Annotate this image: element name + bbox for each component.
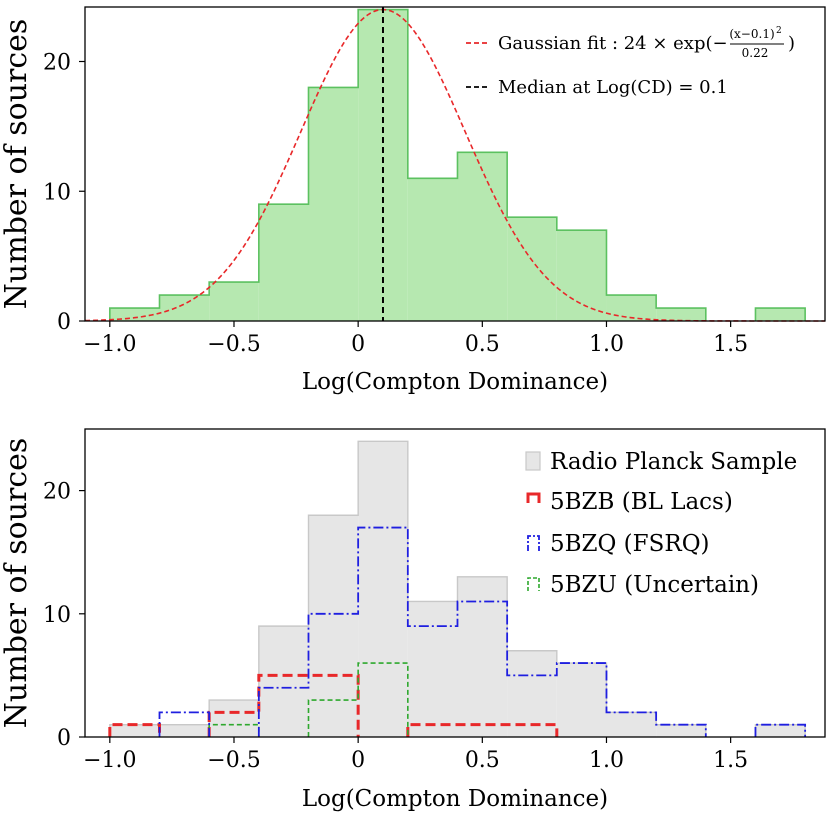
histogram-bar [556,230,607,321]
bottom-legend: Radio Planck Sample 5BZB (BL Lacs) 5BZQ … [525,449,797,598]
legend-bzq-swatch [527,535,540,551]
x-tick-label: 0 [351,332,365,357]
y-tick-label: 10 [43,603,71,628]
top-plot-frame [84,6,826,322]
top-x-ticks: −1.0 −0.5 0 0.5 1.0 1.5 [83,321,748,357]
top-panel: −1.0 −0.5 0 0.5 1.0 1.5 0 10 20 Log(Compton Dom… [0,6,826,395]
y-tick-label: 20 [43,480,71,505]
top-legend: Gaussian fit : 24 × exp(− (x−0.1) 2 0.22… [466,26,795,98]
legend-gaussian-denominator: 0.22 [742,46,769,60]
legend-bzu-label: 5BZU (Uncertain) [550,572,759,598]
radio-planck-bar [308,515,359,737]
legend-gaussian-numerator: (x−0.1) [729,27,774,41]
top-x-axis-label: Log(Compton Dominance) [302,369,608,395]
y-tick-label: 0 [57,310,71,335]
y-tick-label: 0 [57,726,71,751]
legend-median-label: Median at Log(CD) = 0.1 [498,77,728,98]
radio-planck-bar [258,626,309,737]
x-tick-label: −1.0 [83,748,136,773]
x-tick-label: 0.5 [465,748,500,773]
radio-planck-bar [507,650,557,737]
y-tick-label: 10 [43,180,71,205]
x-tick-label: 1.5 [713,748,748,773]
bzq-step-line [158,526,807,737]
legend-gaussian-label: Gaussian fit : 24 × exp(− [498,33,728,54]
top-y-axis-label: Number of sources [0,19,34,310]
top-y-ticks: 0 10 20 [43,51,85,335]
radio-planck-bar [556,663,607,737]
legend-bzb-label: 5BZB (BL Lacs) [550,489,733,515]
legend-gaussian-exponent: 2 [776,26,782,36]
bottom-y-ticks: 0 10 20 [43,480,85,751]
bottom-plot-frame [84,428,826,738]
histogram-bar [209,282,259,321]
bottom-y-axis-label: Number of sources [0,438,34,729]
histogram-bar [109,308,160,321]
radio-planck-bar [457,576,508,737]
x-tick-label: 0.5 [465,332,500,357]
histogram-bar [457,152,508,321]
legend-bzb-swatch [526,492,541,503]
x-tick-label: −1.0 [83,332,136,357]
radio-planck-bar [606,712,657,737]
x-tick-label: 1.0 [589,748,624,773]
legend-gaussian-close-paren: ) [788,33,795,54]
histogram-bar [159,295,210,321]
legend-radio-planck-swatch [525,451,541,471]
top-histogram-outline [109,8,806,321]
radio-planck-bar [407,601,458,737]
radio-planck-bar [159,724,210,737]
histogram-bar [407,178,458,321]
bottom-x-ticks: −1.0 −0.5 0 0.5 1.0 1.5 [83,737,748,773]
histogram-bar [656,308,706,321]
legend-radio-planck-label: Radio Planck Sample [550,449,797,475]
bottom-panel: −1.0 −0.5 0 0.5 1.0 1.5 0 10 20 Log(Compton Dom… [0,428,826,812]
x-tick-label: −0.5 [207,748,260,773]
legend-bzu-swatch [527,577,540,591]
histogram-bar [258,204,309,321]
radio-planck-bar [755,724,806,737]
x-tick-label: 0 [351,748,365,773]
histogram-bar [606,295,657,321]
radio-planck-bars [109,441,806,737]
bottom-x-axis-label: Log(Compton Dominance) [302,786,608,812]
radio-planck-bar [109,724,160,737]
x-tick-label: −0.5 [207,332,260,357]
histogram-bar [308,87,359,321]
histogram-bar [358,9,408,321]
radio-planck-bar [358,441,408,737]
x-tick-label: 1.0 [589,332,624,357]
legend-bzq-label: 5BZQ (FSRQ) [550,531,710,557]
radio-planck-bar [656,724,706,737]
x-tick-label: 1.5 [713,332,748,357]
radio-planck-bar [209,700,259,737]
histogram-bar [755,308,806,321]
y-tick-label: 20 [43,51,71,76]
